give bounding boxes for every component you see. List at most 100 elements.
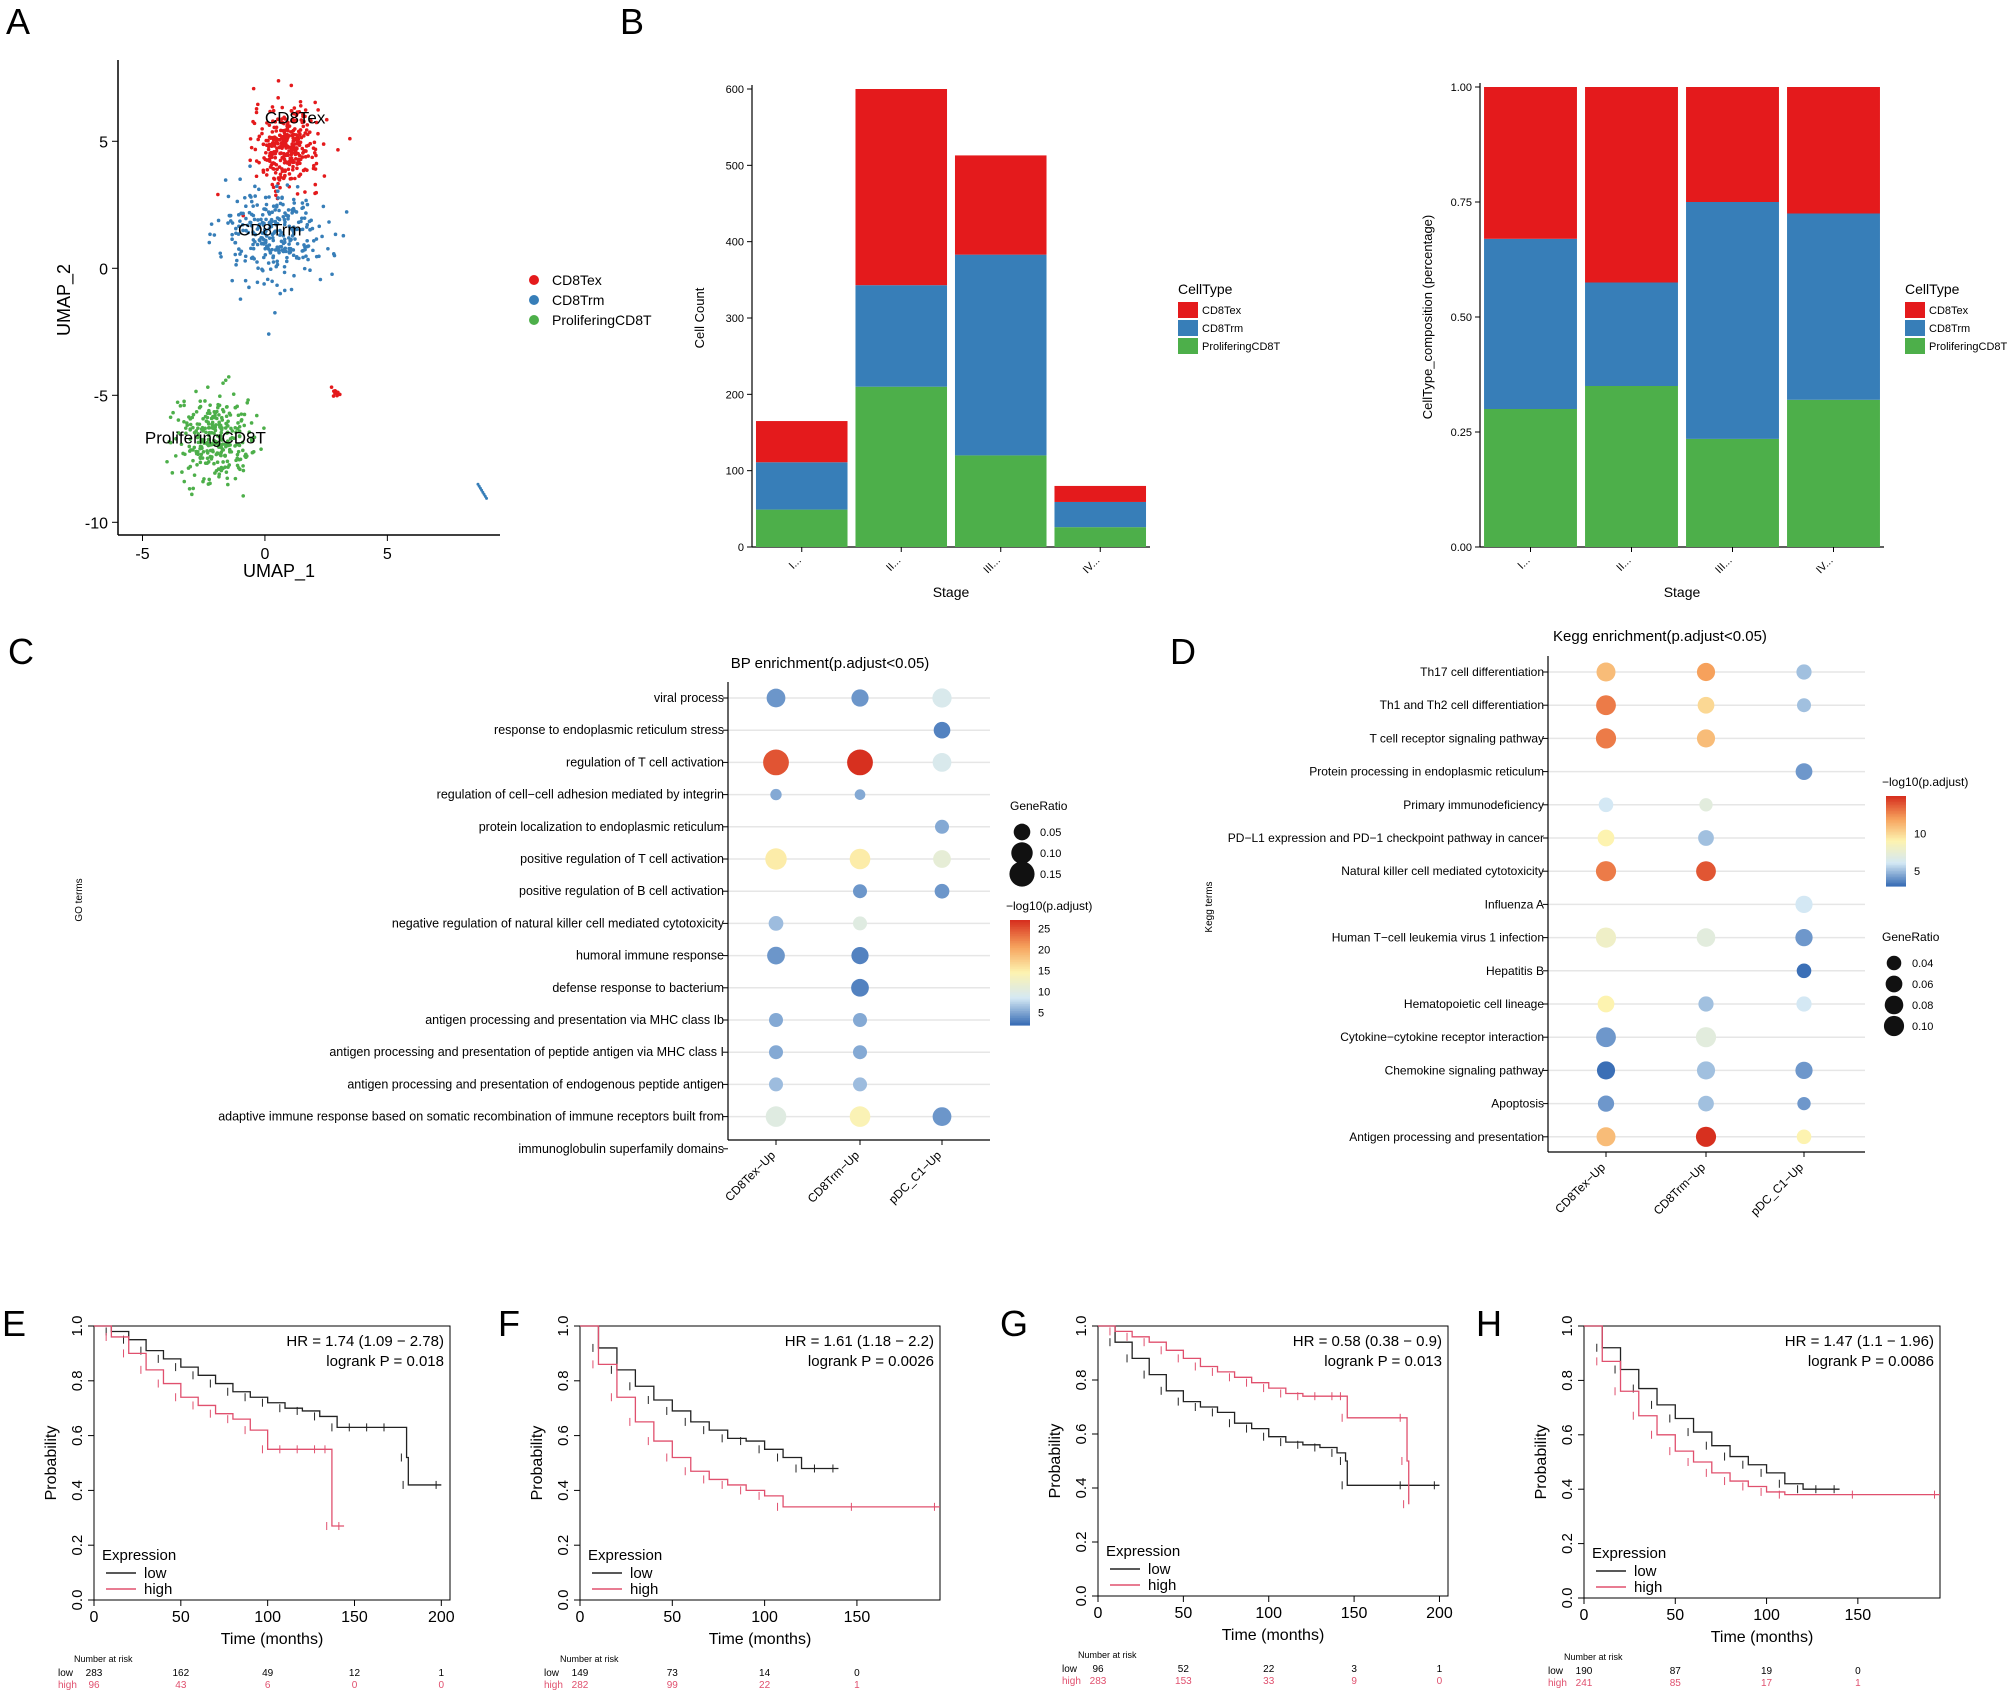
- umap-point: [181, 451, 185, 456]
- umap-point: [278, 151, 283, 156]
- x-tick-label: 150: [341, 1609, 368, 1626]
- umap-point: [267, 157, 272, 162]
- umap-point: [218, 394, 222, 399]
- bar-segment: [855, 285, 948, 387]
- umap-point: [253, 194, 257, 198]
- dot: [1597, 829, 1615, 847]
- colorbar-step: [1010, 942, 1030, 946]
- umap-point: [206, 385, 210, 389]
- umap-point: [244, 216, 248, 221]
- risk-value: 241: [1576, 1678, 1593, 1689]
- colorbar-step: [1886, 821, 1906, 824]
- y-tick-label: 300: [726, 313, 744, 325]
- risk-value: 283: [86, 1668, 103, 1679]
- logrank-p: logrank P = 0.018: [326, 1353, 444, 1370]
- risk-value: 73: [667, 1668, 679, 1679]
- color-legend-title: −log10(p.adjust): [1882, 775, 1968, 789]
- umap-point: [198, 460, 203, 465]
- x-tick-label: II...: [884, 555, 903, 574]
- size-legend-label: 0.10: [1040, 848, 1061, 860]
- umap-point: [282, 131, 287, 135]
- x-tick-label: I...: [787, 555, 804, 572]
- term-label: Influenza A: [1485, 897, 1544, 911]
- umap-point: [239, 412, 244, 416]
- cluster-label: CD8Tex: [265, 109, 326, 128]
- umap-point: [302, 216, 307, 220]
- y-axis-title: Cell Count: [692, 287, 707, 348]
- colorbar-step: [1010, 967, 1030, 970]
- legend-label: ProliferingCD8T: [1929, 341, 2008, 353]
- survival-curve: [580, 1325, 839, 1470]
- umap-point: [333, 232, 338, 237]
- dot: [770, 788, 782, 801]
- umap-point: [220, 418, 225, 422]
- colorbar-step: [1886, 829, 1906, 832]
- cluster-label: CD8Trm: [238, 220, 302, 239]
- umap-point: [282, 222, 287, 227]
- colorbar-step: [1886, 853, 1906, 856]
- umap-point: [201, 479, 205, 484]
- dot: [763, 749, 789, 776]
- bar-segment: [755, 421, 848, 463]
- dot: [851, 689, 869, 707]
- umap-point: [336, 392, 341, 397]
- x-tick-label: II...: [1614, 555, 1633, 574]
- y-tick-label: 0.6: [1073, 1424, 1090, 1445]
- umap-point: [226, 194, 231, 199]
- umap-point: [279, 128, 283, 133]
- colorbar-step: [1010, 935, 1030, 939]
- colorbar-step: [1886, 796, 1906, 799]
- risk-value: 14: [759, 1668, 771, 1679]
- umap-point: [191, 458, 195, 463]
- umap-point: [314, 161, 319, 166]
- umap-point: [298, 99, 303, 104]
- x-tick-label: CD8Tex−Up: [722, 1148, 778, 1204]
- term-label: viral process: [654, 691, 724, 705]
- colorbar-step: [1010, 1004, 1030, 1007]
- umap-point: [219, 430, 224, 435]
- survival-curve: [580, 1325, 940, 1508]
- dot: [1598, 797, 1614, 813]
- umap-point: [221, 460, 225, 464]
- umap-point: [300, 216, 304, 221]
- plot-frame: [93, 1325, 451, 1601]
- legend-label: low: [144, 1565, 167, 1582]
- umap-point: [288, 247, 293, 251]
- umap-point: [205, 451, 210, 455]
- umap-point: [293, 176, 297, 181]
- umap-point: [236, 213, 241, 217]
- survival-curve: [1098, 1325, 1440, 1486]
- colorbar-step: [1886, 856, 1906, 859]
- umap-point: [254, 107, 259, 111]
- y-tick-label: 500: [726, 160, 744, 172]
- umap-point: [203, 426, 207, 431]
- survival-curve: [1584, 1325, 1840, 1490]
- legend-title: CellType: [1905, 281, 1960, 297]
- bar-segment: [954, 455, 1047, 547]
- umap-point: [271, 236, 275, 240]
- umap-point: [284, 259, 289, 264]
- risk-row-label: low: [544, 1668, 560, 1679]
- umap-point: [284, 139, 289, 143]
- colorbar-step: [1010, 995, 1030, 998]
- umap-point: [249, 195, 253, 199]
- umap-point: [302, 266, 307, 271]
- x-tick-label: III...: [981, 555, 1002, 576]
- risk-row-label: high: [544, 1680, 563, 1691]
- umap-point: [271, 254, 276, 258]
- legend-swatch: [1178, 302, 1198, 318]
- umap-point: [318, 277, 323, 282]
- umap-point: [191, 412, 196, 417]
- bar-segment: [1054, 527, 1147, 547]
- risk-row-label: low: [58, 1668, 74, 1679]
- y-tick-label: 100: [726, 466, 744, 478]
- umap-point: [248, 164, 252, 168]
- colorbar-step: [1010, 927, 1030, 930]
- umap-point: [290, 129, 294, 134]
- umap-point: [292, 209, 297, 213]
- legend-label: CD8Tex: [1202, 305, 1242, 317]
- umap-point: [216, 192, 220, 197]
- bar-segment: [954, 254, 1047, 456]
- risk-table-title: Number at risk: [1564, 1652, 1623, 1662]
